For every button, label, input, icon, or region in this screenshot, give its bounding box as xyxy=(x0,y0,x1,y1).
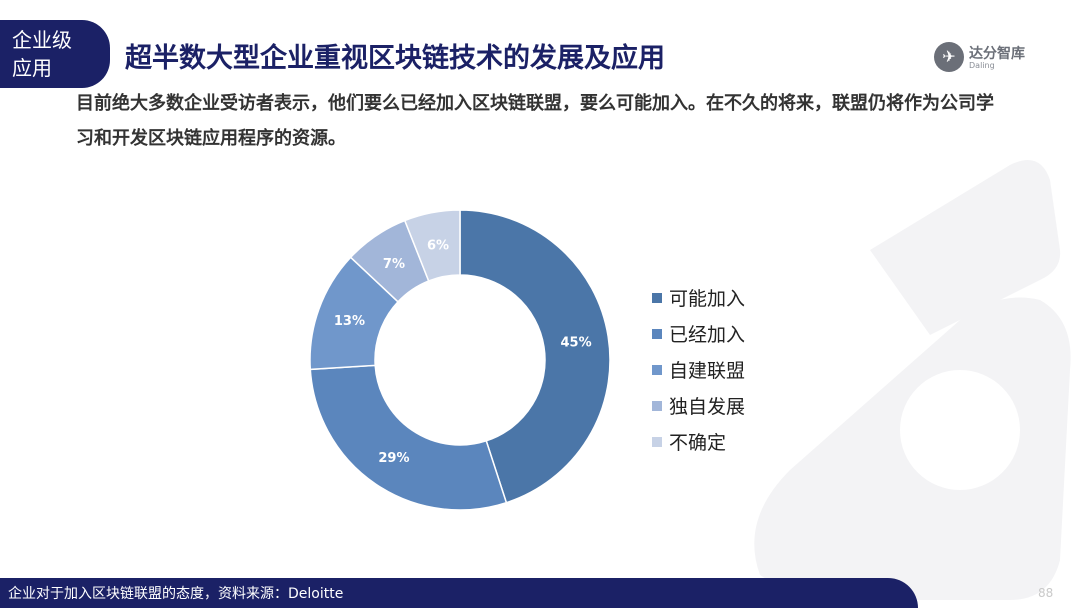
brand-logo: ✈ 达分智库 Daling xyxy=(934,38,1044,78)
legend-swatch xyxy=(652,437,662,447)
slice-label: 7% xyxy=(383,257,405,272)
logo-subtext: Daling xyxy=(969,61,995,70)
slice-label: 29% xyxy=(378,451,409,466)
page-subtitle: 目前绝大多数企业受访者表示，他们要么已经加入区块链联盟，要么可能加入。在不久的将… xyxy=(76,93,994,149)
footer-bar: 企业对于加入区块链联盟的态度，资料来源：Deloitte xyxy=(0,578,918,608)
legend-swatch xyxy=(652,329,662,339)
donut-slice xyxy=(309,364,508,511)
legend-label: 不确定 xyxy=(669,432,726,454)
section-tag-line2: 应用 xyxy=(12,56,52,80)
legend-label: 独自发展 xyxy=(669,396,745,418)
slice-label: 6% xyxy=(427,239,449,254)
section-tag: 企业级 应用 xyxy=(0,20,110,88)
slice-label: 45% xyxy=(560,336,591,351)
slice-label: 13% xyxy=(334,314,365,329)
donut-slice xyxy=(459,209,611,504)
footer-caption: 企业对于加入区块链联盟的态度，资料来源：Deloitte xyxy=(8,586,344,602)
section-tag-line1: 企业级 xyxy=(12,28,72,52)
page-title: 超半数大型企业重视区块链技术的发展及应用 xyxy=(125,43,665,74)
logo-name: 达分智库 xyxy=(969,46,1025,62)
legend-label: 自建联盟 xyxy=(669,360,745,382)
legend-swatch xyxy=(652,401,662,411)
legend-swatch xyxy=(652,365,662,375)
donut-slice xyxy=(403,209,461,282)
legend-label: 可能加入 xyxy=(669,288,745,310)
page-number: 88 xyxy=(1038,586,1054,600)
legend-swatch xyxy=(652,293,662,303)
legend-label: 已经加入 xyxy=(669,324,745,346)
logo-icon: ✈ xyxy=(934,42,964,72)
